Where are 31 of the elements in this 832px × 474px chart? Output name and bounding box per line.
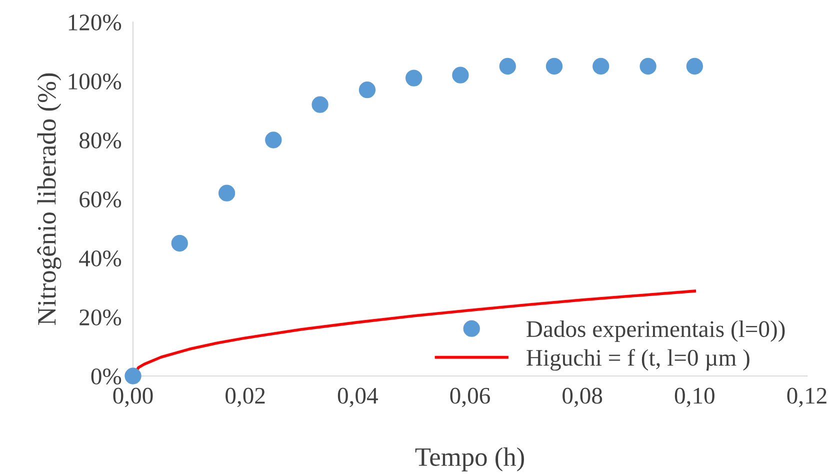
x-axis-title: Tempo (h): [415, 447, 524, 472]
y-axis-title: Nitrogênio liberado (%): [37, 73, 62, 326]
x-tick-label: 0,04: [338, 388, 378, 408]
y-tick-label: 40%: [79, 250, 122, 266]
y-tick-label: 60%: [80, 191, 122, 208]
x-tick-label: 0,06: [450, 388, 490, 408]
y-tick-label: 20%: [80, 309, 122, 326]
x-tick-label: 0,10: [674, 388, 714, 408]
point: [640, 58, 656, 75]
point: [406, 70, 422, 86]
point: [686, 58, 703, 75]
point: [124, 368, 142, 384]
y-tick-label: 80%: [80, 132, 122, 148]
legend-label: Dados experimentais (l=0)): [526, 320, 785, 342]
point: [546, 58, 563, 75]
legend-label: Higuchi = f (t, l=0 µm ): [526, 348, 750, 371]
x-tick-label: 0,02: [226, 388, 265, 408]
point: [358, 82, 376, 98]
point: [171, 234, 188, 252]
x-tick-label: 0,00: [113, 388, 153, 408]
x-tick-label: 0,12: [787, 388, 826, 408]
point: [452, 66, 469, 84]
point: [592, 58, 610, 75]
point: [499, 58, 516, 75]
point: [265, 132, 282, 148]
y-tick-label: 0%: [91, 368, 122, 384]
y-tick-label: 120%: [68, 14, 122, 30]
x-tick-label: 0,08: [562, 388, 602, 408]
point: [312, 96, 328, 113]
y-tick-label: 100%: [68, 73, 122, 90]
point: [218, 184, 236, 202]
